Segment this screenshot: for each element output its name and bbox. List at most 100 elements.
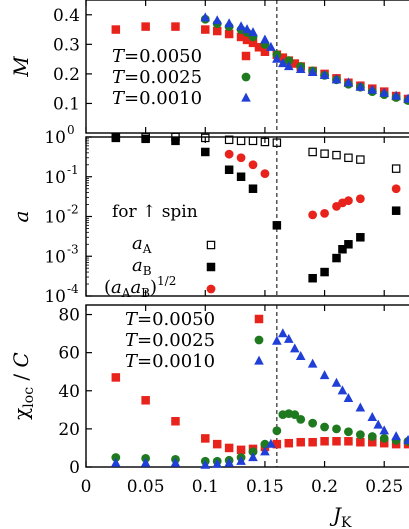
data-point [224, 18, 234, 28]
data-point [278, 328, 288, 338]
data-point [248, 27, 258, 37]
data-point [289, 343, 300, 353]
data-point [332, 150, 341, 160]
legend-marker [254, 335, 264, 345]
data-point [391, 184, 401, 194]
data-point [224, 443, 234, 453]
y-tick-label: 10 [44, 247, 66, 267]
y-label-chi: χ [9, 408, 33, 420]
data-point [338, 245, 347, 254]
data-point [355, 194, 365, 204]
data-point [290, 410, 300, 419]
data-point [236, 136, 246, 146]
legend-value: =0.0025 [124, 67, 202, 88]
data-point [248, 447, 258, 457]
data-point [290, 59, 299, 68]
y-tick-label: 0 [69, 458, 80, 478]
data-point [367, 84, 378, 94]
x-tick-label: 0 [81, 477, 92, 497]
data-point [296, 414, 306, 424]
y-tick-label: 0.1 [53, 94, 80, 114]
data-point [111, 453, 121, 462]
y-tick-label: 60 [58, 344, 80, 364]
data-point [308, 273, 317, 283]
y-tick-label: 10 [44, 128, 66, 148]
y-tick-label: 0.2 [53, 65, 80, 85]
data-point [212, 26, 222, 36]
series-T=0.0025 [111, 409, 409, 466]
data-point [248, 184, 258, 193]
y-tick-label: 0.3 [53, 35, 80, 55]
data-point [278, 58, 288, 68]
series-(a_A a_B)^1/2 [224, 149, 401, 220]
legend-marker [206, 240, 216, 250]
data-point [141, 22, 150, 31]
data-point [332, 437, 341, 446]
legend-marker [241, 92, 251, 102]
data-point [201, 25, 210, 34]
legend-label: (aAaB)1/2 [104, 274, 176, 300]
data-point [141, 396, 150, 405]
data-point [320, 208, 329, 218]
data-point [212, 15, 223, 25]
panel-middle: 10-410-310-210-110 0a for ↑ spinaAaB(aAaB)… [9, 123, 409, 307]
data-point [367, 412, 378, 422]
data-point [201, 147, 210, 157]
legend-value: =0.0050 [137, 309, 215, 330]
data-point [295, 64, 306, 74]
data-point [111, 133, 121, 143]
data-point [171, 417, 180, 426]
data-point [379, 434, 389, 443]
data-point [379, 87, 390, 97]
data-point [212, 439, 222, 449]
data-point [356, 155, 365, 164]
legend-marker [206, 284, 216, 294]
data-point [344, 437, 353, 446]
data-point [356, 437, 365, 447]
legend-marker [241, 51, 251, 61]
x-tick-label: 0.15 [246, 477, 284, 497]
legend-label: T=0.0050 [112, 46, 202, 67]
data-point [320, 149, 329, 158]
data-point [331, 377, 342, 387]
legend-label: aB [132, 255, 152, 278]
data-point [236, 153, 246, 163]
legend-value: =0.0010 [124, 88, 202, 109]
legend-t: T [125, 309, 139, 330]
data-point [248, 38, 258, 48]
data-point [320, 437, 329, 446]
data-point [260, 34, 270, 44]
legend-marker [206, 262, 216, 272]
data-point [266, 41, 276, 51]
data-point [331, 74, 342, 84]
x-tick-label: 0.2 [311, 477, 338, 497]
data-point [332, 253, 341, 263]
y-axis-label: M [9, 56, 33, 78]
series-T=0.0010 [111, 328, 409, 469]
y-tick-exponent: -2 [67, 203, 79, 217]
y-tick-exponent: 0 [67, 123, 75, 137]
data-point [355, 430, 365, 439]
data-point [200, 459, 211, 469]
x-label-sub: K [341, 515, 352, 529]
data-point [367, 432, 377, 441]
data-point [403, 93, 409, 103]
x-tick-label: 0.05 [127, 477, 165, 497]
data-point [111, 373, 121, 382]
legend-value: =0.0050 [124, 46, 202, 67]
data-point [308, 210, 318, 220]
data-point [170, 457, 181, 467]
data-point [248, 136, 258, 146]
data-point [344, 240, 353, 249]
data-point [332, 424, 341, 434]
legend-marker [241, 72, 251, 82]
y-axis-label: χloc / C [9, 352, 37, 420]
x-axis-label: JK [329, 503, 352, 529]
data-point [284, 56, 294, 65]
data-point [295, 351, 306, 361]
data-point [260, 47, 270, 56]
data-point [379, 425, 390, 435]
legend-t: T [112, 67, 126, 88]
data-point [111, 25, 121, 34]
